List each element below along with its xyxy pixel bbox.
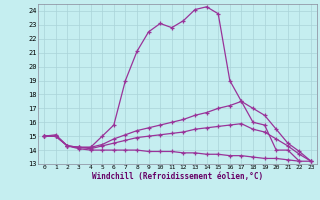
X-axis label: Windchill (Refroidissement éolien,°C): Windchill (Refroidissement éolien,°C) [92,172,263,181]
